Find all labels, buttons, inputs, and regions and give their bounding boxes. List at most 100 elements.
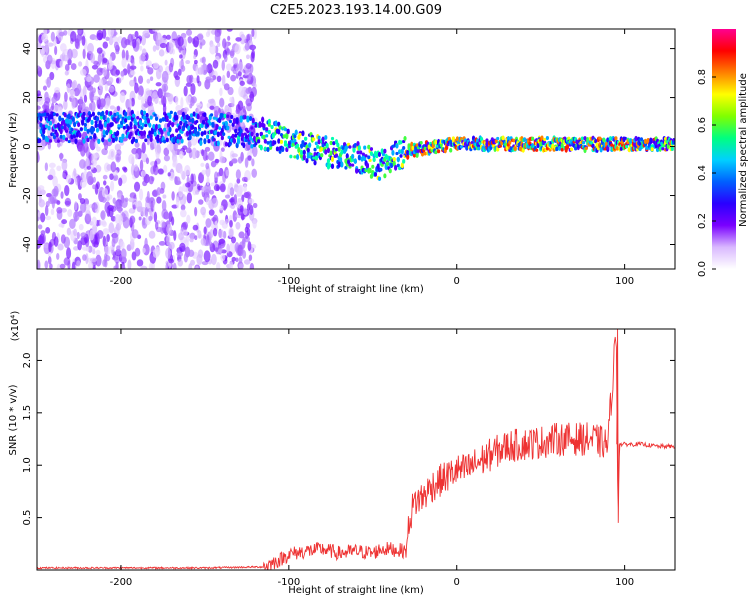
spectrogram-cell xyxy=(325,142,329,149)
spectrogram-cell xyxy=(138,75,144,84)
spectrogram-cell xyxy=(50,208,55,215)
spectrogram-cell xyxy=(144,237,148,250)
spectrogram-cell xyxy=(179,199,184,206)
spectrogram-cell xyxy=(58,223,64,228)
spectrogram-cell xyxy=(377,151,382,157)
spectrogram-cell xyxy=(254,123,258,128)
spectrogram-cell xyxy=(180,32,187,39)
spectrogram-cell xyxy=(77,29,82,35)
spectrogram-cell xyxy=(131,229,139,239)
spectrogram-cell xyxy=(250,51,255,63)
spectrogram-cell xyxy=(46,76,51,88)
spectrogram-cell xyxy=(411,145,415,151)
spectrogram-cell xyxy=(243,259,251,265)
spectrogram-cell xyxy=(368,158,372,163)
spectrogram-cell xyxy=(582,140,586,145)
spectrogram-cell xyxy=(144,138,148,143)
spectrogram-cell xyxy=(144,207,149,218)
spectrogram-cell xyxy=(229,219,233,228)
spectrogram-cell xyxy=(188,129,192,136)
spectrogram-cell xyxy=(235,72,239,79)
spectrogram-x-tick-label: -100 xyxy=(277,276,300,287)
spectrogram-cell xyxy=(211,197,219,208)
spectrogram-cell xyxy=(203,112,207,118)
spectrogram-cell xyxy=(104,83,108,92)
spectrogram-cell xyxy=(41,139,46,150)
spectrogram-cell xyxy=(109,105,116,110)
spectrogram-cell xyxy=(113,174,119,181)
spectrogram-cell xyxy=(148,262,154,269)
spectrogram-cell xyxy=(208,241,213,247)
spectrogram-cell xyxy=(232,57,238,65)
spectrogram-cell xyxy=(278,125,282,130)
spectrogram-cell xyxy=(37,42,42,49)
spectrogram-cell xyxy=(645,145,649,151)
spectrogram-cell xyxy=(190,173,194,185)
snr-scale-note: (x10⁴) xyxy=(10,311,21,342)
spectrogram-cell xyxy=(64,91,68,102)
spectrogram-cell xyxy=(245,191,252,199)
spectrogram-cell xyxy=(190,83,196,96)
spectrogram-cell xyxy=(73,228,78,237)
spectrogram-cell xyxy=(619,146,623,151)
spectrogram-cell xyxy=(243,115,247,120)
spectrogram-cell xyxy=(185,82,192,87)
spectrogram-cell xyxy=(180,209,187,218)
spectrogram-cell xyxy=(505,145,509,151)
spectrogram-cell xyxy=(91,202,98,210)
spectrogram-cell xyxy=(177,36,184,47)
spectrogram-cell xyxy=(54,87,61,94)
spectrogram-cell xyxy=(91,216,98,227)
spectrogram-cell xyxy=(145,60,152,67)
spectrogram-cell xyxy=(171,191,175,201)
spectrogram-cell xyxy=(180,204,186,211)
spectrogram-cell xyxy=(125,49,129,61)
spectrogram-cell xyxy=(175,104,182,112)
spectrogram-cell xyxy=(608,136,613,141)
spectrogram-cell xyxy=(265,127,269,132)
spectrogram-cell xyxy=(64,64,70,71)
spectrogram-cell xyxy=(389,162,394,169)
spectrogram-cell xyxy=(629,138,633,144)
spectrogram-cell xyxy=(106,117,110,124)
figure-title: C2E5.2023.193.14.00.G09 xyxy=(270,3,442,18)
spectrogram-cell xyxy=(228,119,233,124)
spectrogram-cell xyxy=(252,135,257,142)
spectrogram-cell xyxy=(302,154,306,161)
spectrogram-cell xyxy=(301,130,305,137)
spectrogram-cell xyxy=(101,110,105,116)
spectrogram-cell xyxy=(248,116,253,121)
spectrogram-cell xyxy=(187,140,192,148)
snr-axes: -200 -100 0 100 0.5 1.0 1.5 2.0 xyxy=(22,329,675,588)
spectrogram-cell xyxy=(353,158,357,165)
spectrogram-cell xyxy=(219,87,223,97)
spectrogram-cell xyxy=(412,153,417,158)
spectrogram-cell xyxy=(59,152,63,162)
spectrogram-cell xyxy=(416,149,421,153)
spectrogram-cell xyxy=(210,182,216,187)
spectrogram-cell xyxy=(232,210,238,222)
spectrogram-cell xyxy=(496,136,500,141)
spectrogram-cell xyxy=(224,141,228,147)
spectrogram-cell xyxy=(222,132,226,137)
spectrogram-cell xyxy=(230,114,234,120)
spectrogram-cell xyxy=(132,204,136,209)
spectrogram-cell xyxy=(103,253,108,264)
spectrogram-cell xyxy=(214,220,218,231)
spectrogram-cell xyxy=(221,59,225,71)
spectrogram-cell xyxy=(44,162,48,172)
spectrogram-cell xyxy=(39,233,45,246)
spectrogram-cell xyxy=(623,136,627,140)
spectrogram-cell xyxy=(205,134,210,140)
spectrogram-cell xyxy=(168,113,172,120)
spectrogram-cell xyxy=(200,132,204,136)
spectrogram-cell xyxy=(615,146,619,151)
spectrogram-cell xyxy=(385,161,390,166)
spectrogram-cell xyxy=(80,235,87,246)
spectrogram-cell xyxy=(167,172,171,177)
spectrogram-cell xyxy=(129,65,137,70)
spectrogram-cell xyxy=(639,137,644,141)
spectrogram-cell xyxy=(243,184,247,194)
spectrogram-cell xyxy=(188,118,192,123)
spectrogram-cell xyxy=(131,148,139,155)
